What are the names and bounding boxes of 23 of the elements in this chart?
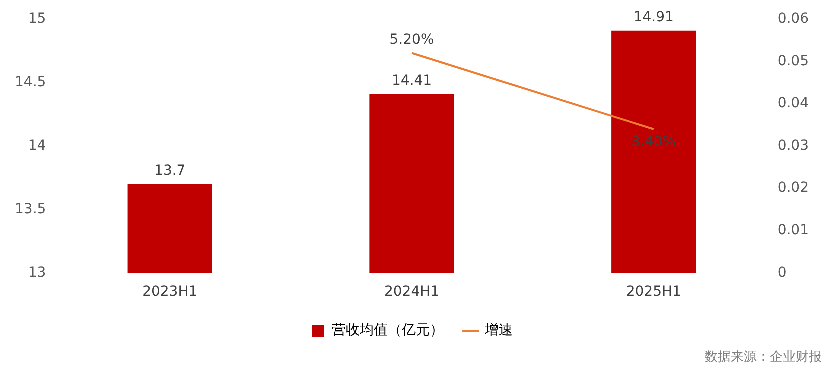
y-tick-label: 14.5 bbox=[15, 74, 46, 90]
x-tick-label: 2024H1 bbox=[384, 284, 440, 300]
y2-tick-label: 0 bbox=[778, 264, 787, 281]
y2-tick-label: 0.06 bbox=[778, 11, 810, 28]
data-label: 3.40% bbox=[632, 134, 676, 150]
data-label: 14.91 bbox=[634, 9, 674, 26]
y2-tick-label: 0.04 bbox=[778, 96, 810, 112]
y-tick-label: 15 bbox=[28, 11, 46, 28]
x-tick-label: 2023H1 bbox=[142, 284, 198, 300]
y-tick-label: 14 bbox=[28, 138, 46, 154]
data-label: 14.41 bbox=[392, 72, 432, 89]
x-tick-label: 2025H1 bbox=[626, 284, 682, 300]
y2-tick-label: 0.03 bbox=[778, 138, 809, 154]
data-label: 13.7 bbox=[154, 163, 186, 180]
legend-label: 营收均值（亿元） bbox=[332, 322, 444, 339]
data-label: 5.20% bbox=[390, 32, 434, 48]
source-note: 数据来源：企业财报 bbox=[704, 349, 822, 366]
y2-tick-label: 0.02 bbox=[778, 180, 809, 196]
y-tick-label: 13 bbox=[28, 264, 46, 281]
y-tick-label: 13.5 bbox=[15, 201, 46, 218]
legend-label: 增速 bbox=[484, 322, 513, 339]
y2-tick-label: 0.01 bbox=[778, 222, 809, 239]
y2-tick-label: 0.05 bbox=[778, 53, 809, 70]
